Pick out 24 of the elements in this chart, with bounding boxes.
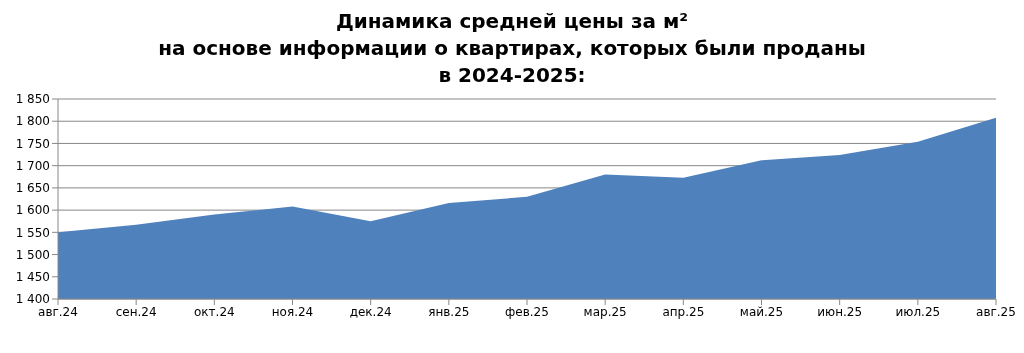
x-tick-label: мар.25 [583,304,627,319]
y-tick-label: 1 500 [15,247,50,262]
x-tick-label: апр.25 [662,304,705,319]
y-tick-label: 1 450 [15,270,50,285]
x-tick-label: сен.24 [115,304,157,319]
y-tick-label: 1 800 [15,114,50,129]
x-tick-label: фев.25 [505,304,549,319]
y-tick-label: 1 650 [15,181,50,196]
x-tick-label: авг.24 [38,304,78,319]
y-tick-label: 1 400 [15,292,50,307]
y-tick-label: 1 700 [15,158,50,173]
x-tick-label: май.25 [739,304,784,319]
y-tick-label: 1 750 [15,136,50,151]
x-tick-label: авг.25 [976,304,1016,319]
y-tick-label: 1 600 [15,203,50,218]
chart-title: Динамика средней цены за м² на основе информации о квартирах, которых были проданы в 2024-2025: [157,8,867,89]
x-tick-label: окт.24 [194,304,235,319]
x-tick-label: ноя.24 [271,304,314,319]
y-tick-label: 1 550 [15,225,50,240]
x-tick-label: дек.24 [349,304,392,319]
y-tick-label: 1 850 [15,92,50,107]
x-tick-label: янв.25 [428,304,470,319]
x-tick-label: июл.25 [895,304,941,319]
x-tick-label: июн.25 [817,304,863,319]
